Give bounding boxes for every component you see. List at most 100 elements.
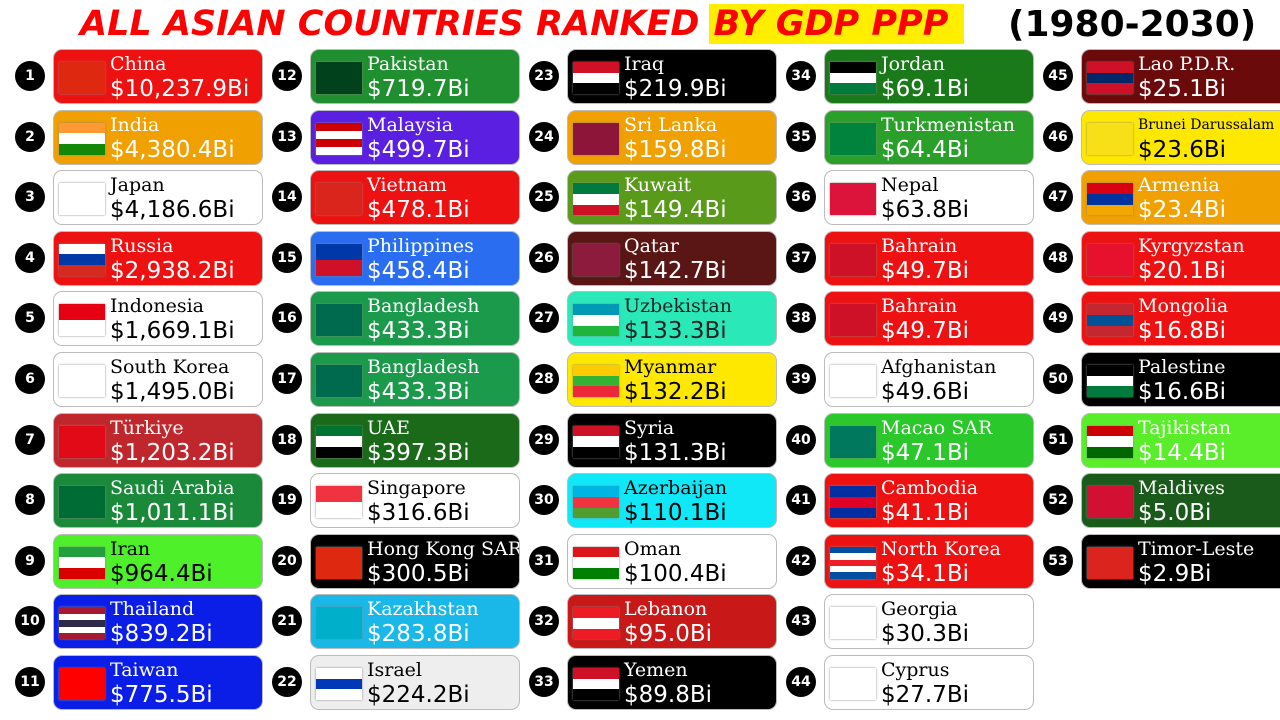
rank-badge: 45 — [1043, 61, 1073, 91]
flag-stripe — [573, 62, 619, 73]
country-card: Hong Kong SAR $300.5Bi — [310, 533, 520, 589]
country-name: Bangladesh — [367, 356, 480, 378]
flag — [830, 365, 876, 397]
country-card: Cyprus $27.7Bi — [824, 655, 1034, 710]
rank-badge: 21 — [272, 606, 302, 637]
title-main: ALL ASIAN COUNTRIES RANKED — [80, 4, 700, 44]
rank-badge: 20 — [272, 545, 302, 576]
flag-stripe — [59, 620, 105, 627]
flag-stripe — [573, 193, 619, 205]
country-name: North Korea — [881, 537, 1001, 560]
flag-stripe — [573, 496, 619, 508]
gdp-value: $100.4Bi — [624, 560, 727, 587]
flag — [573, 668, 619, 701]
gdp-value: $300.5Bi — [367, 560, 470, 587]
country-name: Myanmar — [624, 356, 717, 378]
country-card: Armenia $23.4Bi — [1081, 170, 1280, 226]
rank-badge: 15 — [272, 242, 302, 273]
country-name: Afghanistan — [881, 356, 997, 378]
flag-stripe — [573, 689, 619, 701]
rank-badge: 12 — [272, 61, 302, 91]
flag-stripe — [59, 425, 105, 458]
flag-stripe — [316, 446, 362, 458]
rank-badge: 7 — [15, 424, 45, 455]
country-card: Saudi Arabia $1,011.1Bi — [53, 473, 263, 529]
gdp-value: $133.3Bi — [624, 318, 727, 345]
country-card: India $4,380.4Bi — [53, 109, 263, 165]
flag-stripe — [1087, 386, 1133, 398]
flag — [59, 668, 105, 700]
flag-stripe — [1087, 315, 1133, 326]
gdp-value: $433.3Bi — [367, 318, 470, 345]
country-card: Oman $100.4Bi — [567, 533, 777, 589]
flag — [830, 122, 876, 155]
country-card: Uzbekistan $133.3Bi — [567, 291, 777, 347]
flag-stripe — [573, 557, 619, 569]
country-card: Türkiye $1,203.2Bi — [53, 412, 263, 468]
rank-badge: 5 — [15, 303, 45, 334]
country-card: Sri Lanka $159.8Bi — [567, 109, 777, 165]
country-name: Kazakhstan — [367, 598, 479, 621]
country-name: Kuwait — [624, 174, 692, 197]
country-name: Uzbekistan — [624, 295, 732, 318]
country-card: Palestine $16.6Bi — [1081, 352, 1280, 407]
flag — [830, 607, 876, 640]
flag — [573, 122, 619, 155]
rank-badge: 43 — [786, 606, 816, 637]
flag-stripe — [830, 365, 876, 397]
flag — [59, 546, 105, 579]
flag-stripe — [316, 436, 362, 447]
country-name: Israel — [367, 659, 422, 681]
flag — [1087, 304, 1133, 337]
rank-badge: 31 — [529, 545, 559, 576]
gdp-value: $23.4Bi — [1138, 197, 1227, 224]
flag-stripe — [1087, 72, 1133, 84]
rank-badge: 36 — [786, 182, 816, 213]
flag — [316, 183, 362, 216]
rank-badge: 9 — [15, 545, 45, 576]
country-name: Mongolia — [1138, 295, 1229, 318]
flag-stripe — [1087, 446, 1133, 458]
country-name: Japan — [110, 174, 165, 197]
flag — [573, 243, 619, 276]
title-years: (1980-2030) — [1008, 3, 1257, 45]
flag-stripe — [573, 365, 619, 376]
country-card: Maldives $5.0Bi — [1081, 473, 1280, 529]
country-name: Turkmenistan — [881, 113, 1016, 136]
flag-stripe — [830, 83, 876, 95]
country-card: Kuwait $149.4Bi — [567, 170, 777, 226]
flag-stripe — [1087, 204, 1133, 216]
gdp-value: $433.3Bi — [367, 379, 470, 405]
flag-stripe — [316, 304, 362, 337]
flag-stripe — [59, 320, 105, 337]
flag-stripe — [316, 689, 362, 701]
gdp-value: $131.3Bi — [624, 439, 727, 466]
country-name: Pakistan — [367, 53, 449, 75]
flag — [573, 304, 619, 337]
country-name: Vietnam — [367, 174, 447, 197]
flag-stripe — [316, 668, 362, 679]
rank-badge: 13 — [272, 121, 302, 152]
flag-stripe — [59, 633, 105, 640]
flag-stripe — [316, 607, 362, 640]
rank-badge: 23 — [529, 61, 559, 91]
country-name: UAE — [367, 416, 411, 439]
country-card: Jordan $69.1Bi — [824, 49, 1034, 104]
country-name: Taiwan — [110, 659, 179, 681]
gdp-value: $1,495.0Bi — [110, 379, 235, 405]
country-name: Singapore — [367, 477, 466, 500]
flag — [830, 304, 876, 337]
rank-badge: 30 — [529, 485, 559, 516]
flag — [59, 425, 105, 458]
gdp-value: $89.8Bi — [624, 682, 713, 708]
flag — [316, 546, 362, 579]
gdp-value: $219.9Bi — [624, 76, 727, 102]
flag-stripe — [1087, 325, 1133, 337]
country-card: North Korea $34.1Bi — [824, 533, 1034, 589]
rank-badge: 40 — [786, 424, 816, 455]
flag — [59, 243, 105, 276]
country-name: Timor-Leste — [1138, 537, 1255, 560]
country-card: Bangladesh $433.3Bi — [310, 291, 520, 347]
country-card: Iran $964.4Bi — [53, 533, 263, 589]
